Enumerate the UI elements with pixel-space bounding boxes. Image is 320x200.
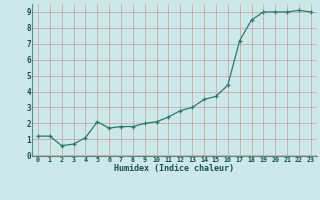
X-axis label: Humidex (Indice chaleur): Humidex (Indice chaleur) — [115, 164, 234, 173]
